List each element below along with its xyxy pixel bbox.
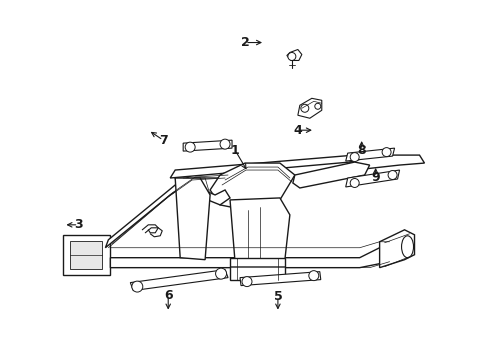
Polygon shape xyxy=(62,235,110,275)
Polygon shape xyxy=(70,241,102,269)
Text: 3: 3 xyxy=(74,218,82,231)
Polygon shape xyxy=(175,178,210,260)
Polygon shape xyxy=(240,272,320,285)
Circle shape xyxy=(349,179,359,188)
Circle shape xyxy=(220,139,229,149)
Circle shape xyxy=(215,268,226,279)
Text: 6: 6 xyxy=(163,289,172,302)
Circle shape xyxy=(308,271,318,280)
Polygon shape xyxy=(286,50,301,60)
Polygon shape xyxy=(210,163,294,210)
Circle shape xyxy=(314,103,320,109)
Circle shape xyxy=(300,104,308,112)
Text: 4: 4 xyxy=(293,124,302,137)
Polygon shape xyxy=(345,148,394,161)
Circle shape xyxy=(387,171,396,180)
Polygon shape xyxy=(183,140,232,151)
Circle shape xyxy=(242,276,251,287)
Circle shape xyxy=(349,153,359,162)
Polygon shape xyxy=(170,155,374,178)
Polygon shape xyxy=(130,270,227,291)
Text: 8: 8 xyxy=(357,144,365,157)
Ellipse shape xyxy=(401,236,413,258)
Polygon shape xyxy=(297,98,321,118)
Polygon shape xyxy=(229,198,289,262)
Polygon shape xyxy=(292,162,369,188)
Text: 2: 2 xyxy=(240,36,249,49)
Polygon shape xyxy=(105,170,235,248)
Polygon shape xyxy=(349,155,424,170)
Polygon shape xyxy=(345,170,399,187)
Text: 9: 9 xyxy=(370,171,379,184)
Circle shape xyxy=(132,281,142,292)
Circle shape xyxy=(381,148,390,157)
Polygon shape xyxy=(379,230,414,268)
Polygon shape xyxy=(229,258,285,280)
Circle shape xyxy=(287,53,295,60)
Circle shape xyxy=(185,142,195,152)
Text: 7: 7 xyxy=(159,134,167,147)
Polygon shape xyxy=(110,248,389,268)
Polygon shape xyxy=(175,178,229,205)
Text: 5: 5 xyxy=(273,290,282,303)
Text: 1: 1 xyxy=(230,144,239,157)
